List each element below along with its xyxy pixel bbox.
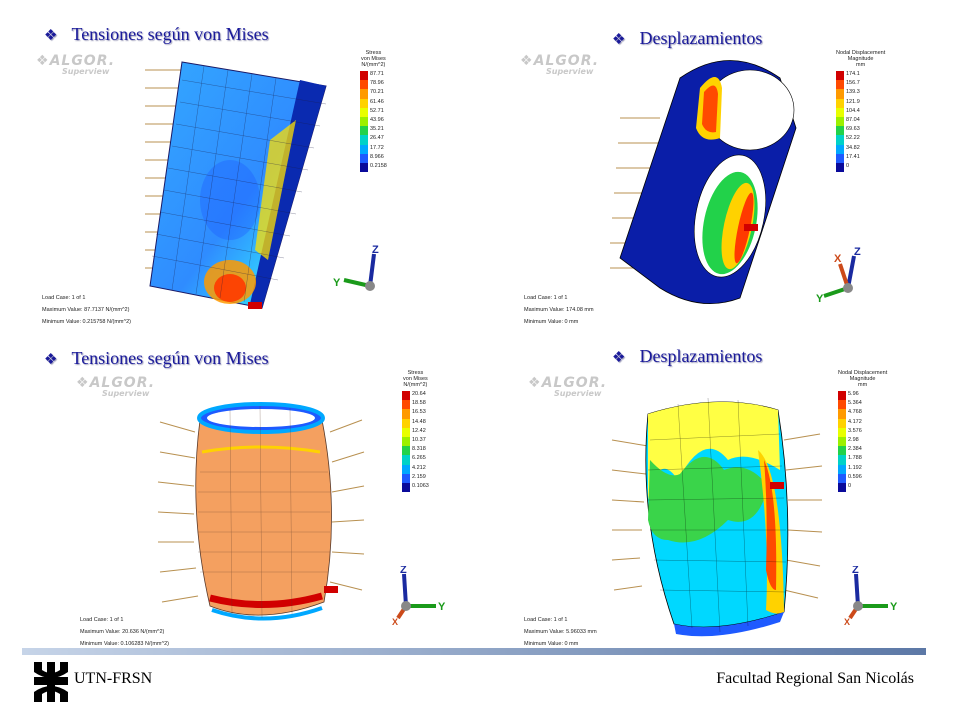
svg-text:Z: Z	[372, 244, 379, 256]
info-1: Load Case: 1 of 1 Maximum Value: 87.7137 …	[42, 295, 131, 325]
legend-color-swatch	[402, 482, 410, 493]
legend-color-swatch	[836, 107, 844, 117]
legend-color-swatch	[836, 135, 844, 145]
legend-4: Nodal Displacement Magnitude mm 5.96 5.364 4…	[838, 370, 887, 493]
legend-color-swatch	[838, 400, 846, 410]
legend-color-swatch	[838, 464, 846, 474]
legend-color-swatch	[402, 455, 410, 465]
legend-color-swatch	[402, 391, 410, 401]
legend-color-swatch	[836, 116, 844, 127]
svg-text:Y: Y	[816, 293, 824, 305]
svg-text:Y: Y	[890, 601, 898, 613]
legend-color-swatch	[836, 71, 844, 81]
axis-triad-3: Z Y X	[392, 566, 446, 626]
legend-color-swatch	[838, 409, 846, 419]
legend-color-swatch	[360, 80, 368, 90]
algor-logo-1: ❖ALGOR. Superview	[36, 53, 116, 76]
footer-divider	[22, 648, 926, 655]
svg-text:Z: Z	[400, 566, 407, 576]
legend-color-swatch	[838, 391, 846, 401]
legend-color-swatch	[838, 427, 846, 437]
legend-3-colorbar	[402, 391, 410, 493]
legend-1: Stress von Mises N/(mm^2) 87.71 78.96 70.21 6…	[360, 50, 387, 173]
panel-4-title: ❖ Desplazamientos	[612, 346, 762, 367]
legend-color-swatch	[838, 473, 846, 483]
legend-color-swatch	[360, 98, 368, 108]
footer-institution: UTN-FRSN	[74, 670, 153, 687]
model-3-stress-barrel	[157, 402, 365, 621]
model-2-displacement-cylinder	[610, 60, 797, 304]
legend-color-swatch	[838, 436, 846, 447]
legend-2-colorbar	[836, 71, 844, 173]
legend-color-swatch	[402, 409, 410, 419]
max-marker-3	[324, 586, 338, 593]
legend-color-swatch	[402, 400, 410, 410]
legend-color-swatch	[838, 455, 846, 465]
axis-triad-4: Z Y X	[844, 566, 898, 626]
panel-1-title-text: Tensiones según von Mises	[71, 24, 269, 44]
svg-text:Z: Z	[854, 246, 861, 258]
model-4-displacement-barrel	[611, 397, 823, 637]
bullet-diamond-icon: ❖	[612, 350, 626, 366]
legend-1-colorbar	[360, 71, 368, 173]
svg-text:X: X	[844, 617, 850, 626]
legend-2: Nodal Displacement Magnitude mm 174.1 156.7…	[836, 50, 885, 173]
bullet-diamond-icon: ❖	[44, 28, 58, 44]
legend-color-swatch	[402, 427, 410, 437]
legend-color-swatch	[836, 162, 844, 173]
info-4: Load Case: 1 of 1 Maximum Value: 5.96033 …	[524, 617, 597, 647]
svg-text:X: X	[834, 253, 842, 265]
legend-color-swatch	[838, 482, 846, 493]
max-marker-1	[248, 302, 262, 309]
legend-color-swatch	[360, 153, 368, 163]
svg-text:X: X	[392, 617, 398, 626]
bullet-diamond-icon: ❖	[44, 352, 58, 368]
legend-color-swatch	[836, 89, 844, 99]
legend-color-swatch	[360, 162, 368, 173]
footer-faculty: Facultad Regional San Nicolás	[716, 670, 914, 687]
info-3: Load Case: 1 of 1 Maximum Value: 20.636 N…	[80, 617, 169, 647]
algor-logo-3: ❖ALGOR. Superview	[76, 375, 156, 398]
panel-3-title: ❖ Tensiones según von Mises	[44, 348, 269, 369]
bullet-diamond-icon: ❖	[612, 32, 626, 48]
info-2: Load Case: 1 of 1 Maximum Value: 174.08 m…	[524, 295, 594, 325]
svg-text:Y: Y	[438, 601, 446, 613]
panel-2-title: ❖ Desplazamientos	[612, 28, 762, 49]
legend-color-swatch	[360, 116, 368, 127]
svg-text:Z: Z	[852, 566, 859, 576]
legend-color-swatch	[836, 126, 844, 136]
legend-color-swatch	[836, 153, 844, 163]
legend-color-swatch	[360, 89, 368, 99]
legend-color-swatch	[402, 418, 410, 428]
legend-color-swatch	[836, 98, 844, 108]
legend-color-swatch	[360, 126, 368, 136]
legend-color-swatch	[360, 144, 368, 154]
model-1-stress-cylinder	[145, 61, 327, 309]
utn-logo-icon	[34, 662, 68, 702]
legend-color-swatch	[360, 71, 368, 81]
legend-color-swatch	[402, 446, 410, 456]
algor-logo-2: ❖ALGOR. Superview	[520, 53, 600, 76]
legend-4-colorbar	[838, 391, 846, 493]
legend-color-swatch	[360, 107, 368, 117]
panel-4-title-text: Desplazamientos	[639, 346, 763, 366]
legend-color-swatch	[360, 135, 368, 145]
svg-text:Y: Y	[333, 277, 341, 289]
panel-1-title: ❖ Tensiones según von Mises	[44, 24, 269, 45]
legend-color-swatch	[402, 436, 410, 447]
legend-3: Stress von Mises N/(mm^2) 20.64 18.58 16.53 1…	[402, 370, 429, 493]
legend-color-swatch	[402, 464, 410, 474]
algor-logo-4: ❖ALGOR. Superview	[528, 375, 608, 398]
legend-color-swatch	[836, 80, 844, 90]
axis-triad-1: Z Y	[333, 244, 379, 291]
max-marker-2	[744, 224, 758, 231]
panel-2-title-text: Desplazamientos	[639, 28, 763, 48]
panel-3-title-text: Tensiones según von Mises	[71, 348, 269, 368]
legend-color-swatch	[402, 473, 410, 483]
max-marker-4	[770, 482, 784, 489]
legend-color-swatch	[838, 446, 846, 456]
axis-triad-2: Z Y X	[816, 246, 861, 305]
legend-color-swatch	[838, 418, 846, 428]
legend-color-swatch	[836, 144, 844, 154]
